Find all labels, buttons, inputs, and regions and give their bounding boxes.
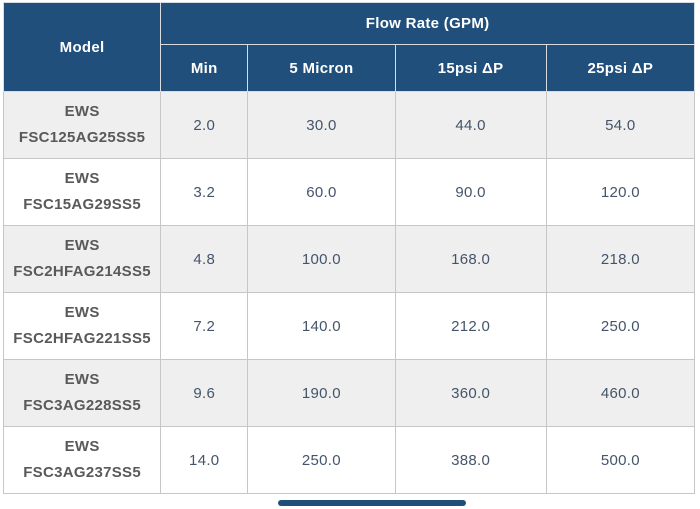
table-header: Model Flow Rate (GPM) Min 5 Micron 15psi… [2, 2, 696, 92]
header-row-group: Model Flow Rate (GPM) [2, 2, 695, 92]
value-cell: 500.0 [545, 426, 696, 494]
value-cell: 7.2 [160, 292, 249, 360]
table-row: EWS FSC125AG25SS5 2.0 30.0 44.0 54.0 [2, 91, 696, 159]
model-line-2: FSC125AG25SS5 [18, 129, 146, 146]
table-row: EWS FSC15AG29SS5 3.2 60.0 90.0 120.0 [2, 158, 696, 226]
horizontal-scrollbar-thumb[interactable] [278, 500, 466, 506]
table-row: EWS FSC2HFAG221SS5 7.2 140.0 212.0 250.0 [2, 292, 696, 360]
model-cell: EWS FSC125AG25SS5 [2, 91, 162, 159]
model-cell: EWS FSC3AG228SS5 [2, 359, 162, 427]
value-cell: 460.0 [545, 359, 696, 427]
value-cell: 360.0 [394, 359, 547, 427]
model-line-2: FSC3AG237SS5 [23, 464, 142, 481]
value-cell: 190.0 [247, 359, 396, 427]
value-cell: 2.0 [160, 91, 249, 159]
value-cell: 250.0 [545, 292, 696, 360]
column-header-25psi-delta-p: 25psi ΔP [545, 44, 696, 92]
column-header-model: Model [2, 2, 162, 92]
column-header-5-micron: 5 Micron [247, 44, 396, 92]
table-row: EWS FSC3AG237SS5 14.0 250.0 388.0 500.0 [2, 426, 696, 494]
model-cell: EWS FSC2HFAG221SS5 [2, 292, 162, 360]
value-cell: 120.0 [545, 158, 696, 226]
model-line-1: EWS [64, 304, 100, 321]
value-cell: 140.0 [247, 292, 396, 360]
model-cell: EWS FSC2HFAG214SS5 [2, 225, 162, 293]
group-header-flow-rate: Flow Rate (GPM) [160, 2, 695, 45]
value-cell: 4.8 [160, 225, 249, 293]
model-line-2: FSC2HFAG214SS5 [13, 263, 151, 280]
value-cell: 90.0 [394, 158, 547, 226]
column-header-15psi-delta-p: 15psi ΔP [394, 44, 547, 92]
value-cell: 388.0 [394, 426, 547, 494]
flow-rate-table: Model Flow Rate (GPM) Min 5 Micron 15psi… [2, 2, 696, 494]
model-line-2: FSC3AG228SS5 [23, 397, 142, 414]
table-row: EWS FSC2HFAG214SS5 4.8 100.0 168.0 218.0 [2, 225, 696, 293]
model-line-1: EWS [64, 438, 100, 455]
model-line-1: EWS [64, 170, 100, 187]
value-cell: 218.0 [545, 225, 696, 293]
value-cell: 60.0 [247, 158, 396, 226]
value-cell: 168.0 [394, 225, 547, 293]
table-row: EWS FSC3AG228SS5 9.6 190.0 360.0 460.0 [2, 359, 696, 427]
model-cell: EWS FSC3AG237SS5 [2, 426, 162, 494]
flow-rate-table-body: EWS FSC125AG25SS5 2.0 30.0 44.0 54.0 EWS FSC15A… [2, 91, 696, 494]
value-cell: 9.6 [160, 359, 249, 427]
value-cell: 100.0 [247, 225, 396, 293]
value-cell: 14.0 [160, 426, 249, 494]
column-header-min: Min [160, 44, 249, 92]
model-line-2: FSC2HFAG221SS5 [13, 330, 151, 347]
value-cell: 44.0 [394, 91, 547, 159]
value-cell: 54.0 [545, 91, 696, 159]
model-line-2: FSC15AG29SS5 [23, 196, 142, 213]
value-cell: 30.0 [247, 91, 396, 159]
value-cell: 250.0 [247, 426, 396, 494]
model-line-1: EWS [64, 371, 100, 388]
model-cell: EWS FSC15AG29SS5 [2, 158, 162, 226]
model-line-1: EWS [64, 103, 100, 120]
model-line-1: EWS [64, 237, 100, 254]
value-cell: 212.0 [394, 292, 547, 360]
value-cell: 3.2 [160, 158, 249, 226]
header-row-sub: Min 5 Micron 15psi ΔP 25psi ΔP [4, 44, 696, 92]
